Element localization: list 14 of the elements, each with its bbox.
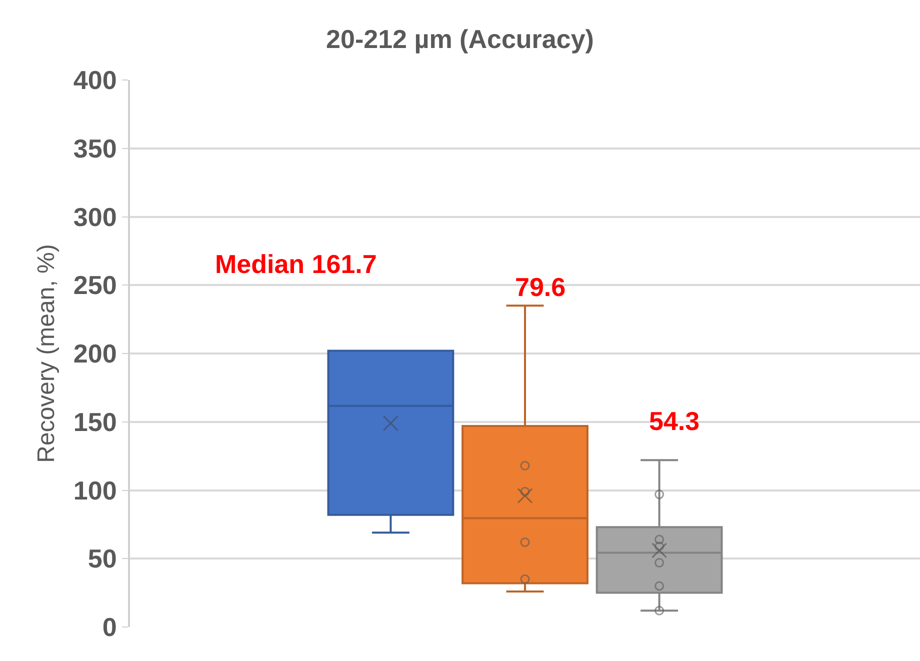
y-tick-label: 200	[73, 338, 117, 369]
y-tick-label: 250	[73, 270, 117, 300]
annotation: 54.3	[649, 406, 700, 436]
annotation: 79.6	[515, 272, 566, 302]
y-tick-label: 400	[73, 65, 117, 96]
y-tick-label: 0	[102, 612, 117, 642]
y-tick-label: 50	[88, 544, 117, 574]
y-tick-label: 100	[73, 475, 117, 506]
y-tick-label: 300	[73, 202, 117, 232]
y-tick-label: 150	[73, 406, 117, 437]
chart-title: 20-212 µm (Accuracy)	[326, 24, 594, 54]
y-tick-label: 350	[73, 133, 117, 164]
y-axis-title: Recovery (mean, %)	[33, 244, 60, 463]
annotation: Median 161.7	[215, 249, 377, 279]
